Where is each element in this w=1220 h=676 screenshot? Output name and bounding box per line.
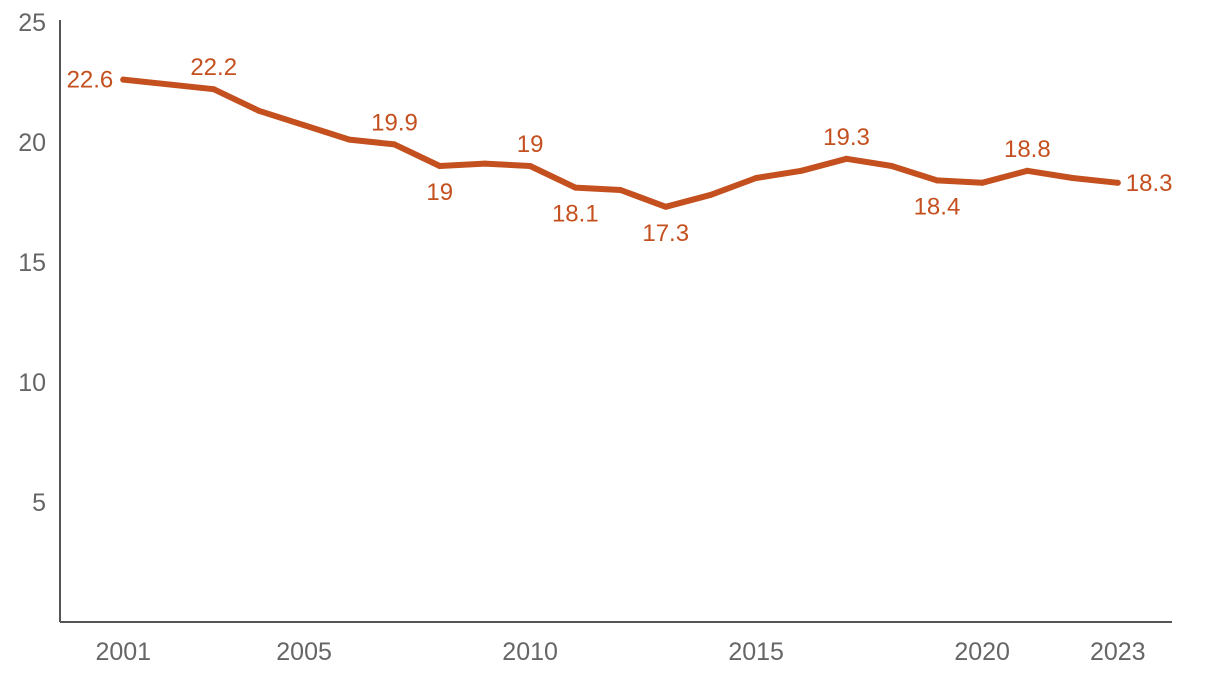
data-point: [617, 187, 624, 193]
data-point: [888, 163, 895, 169]
y-tick-label: 5: [32, 489, 46, 517]
x-tick-label: 2005: [276, 638, 332, 666]
data-point: [1114, 179, 1121, 186]
y-tick-label: 25: [18, 9, 46, 37]
x-tick-label: 2001: [95, 638, 151, 666]
series-line: [120, 76, 1121, 210]
data-point: [1024, 167, 1031, 174]
x-tick-label: 2010: [502, 638, 558, 666]
data-point: [798, 167, 805, 174]
x-tick-label: 2023: [1090, 638, 1146, 666]
data-point: [210, 86, 217, 93]
data-point: [1069, 175, 1076, 181]
data-label: 18.1: [552, 201, 599, 228]
data-point: [979, 179, 986, 186]
data-label: 19.9: [371, 109, 418, 136]
x-tick-label: 2015: [728, 638, 784, 666]
data-label: 22.2: [190, 54, 237, 81]
data-point: [391, 141, 398, 148]
y-tick-label: 15: [18, 249, 46, 277]
data-point: [933, 177, 940, 184]
data-point: [662, 203, 669, 210]
data-label: 18.8: [1004, 136, 1051, 163]
y-tick-label: 20: [18, 129, 46, 157]
data-point: [753, 175, 760, 181]
data-labels-layer: 22.6 22.2 19.9 19 19 18.1 17.3 19.3 18.4 18.8 18.3: [67, 54, 1173, 247]
data-point: [346, 136, 353, 143]
data-point: [572, 184, 579, 191]
data-point: [527, 163, 534, 169]
data-point: [843, 155, 850, 162]
data-point: [481, 160, 488, 167]
data-point: [120, 76, 127, 83]
data-label: 17.3: [642, 220, 689, 247]
data-label: 19: [426, 179, 453, 206]
data-point: [707, 191, 714, 198]
data-label: 22.6: [67, 67, 114, 94]
data-label: 19: [517, 131, 544, 158]
data-label: 18.3: [1126, 170, 1173, 197]
data-point: [255, 107, 262, 114]
data-point: [301, 122, 308, 129]
data-label: 18.4: [914, 193, 961, 220]
series-layer: [120, 76, 1121, 210]
data-label: 19.3: [823, 124, 870, 151]
data-point: [436, 163, 443, 169]
y-tick-label: 10: [18, 369, 46, 397]
x-tick-label: 2020: [954, 638, 1010, 666]
axes: 5 10 15 20 25 2001 2005 2010 2015 2020 2023: [18, 9, 1172, 666]
